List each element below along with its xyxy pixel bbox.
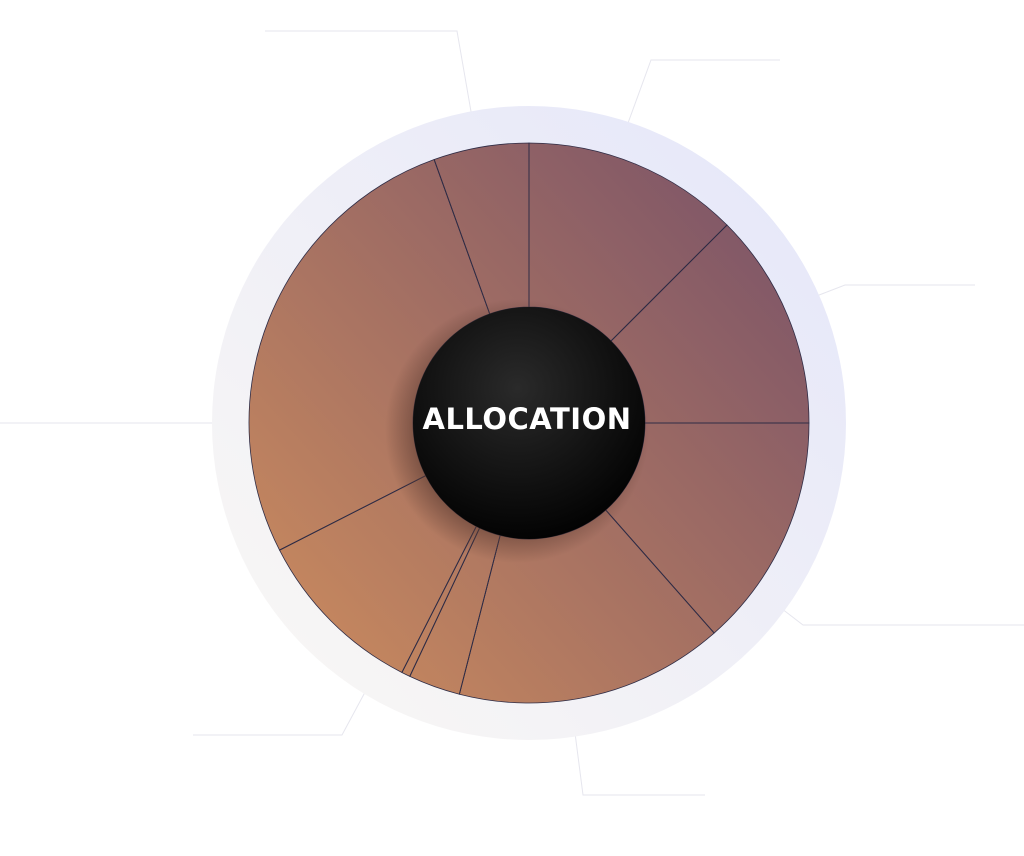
callout-line-1 — [265, 30, 478, 147]
slice-separator-4 — [605, 509, 715, 634]
slice-separator-5 — [458, 535, 501, 695]
slice-separator-2 — [610, 224, 728, 342]
donut-slices — [248, 142, 810, 704]
callout-line-4 — [759, 591, 1024, 626]
center-hub — [413, 307, 645, 539]
chart-title: ALLOCATION — [423, 402, 632, 436]
slice-separator-9 — [433, 159, 491, 315]
